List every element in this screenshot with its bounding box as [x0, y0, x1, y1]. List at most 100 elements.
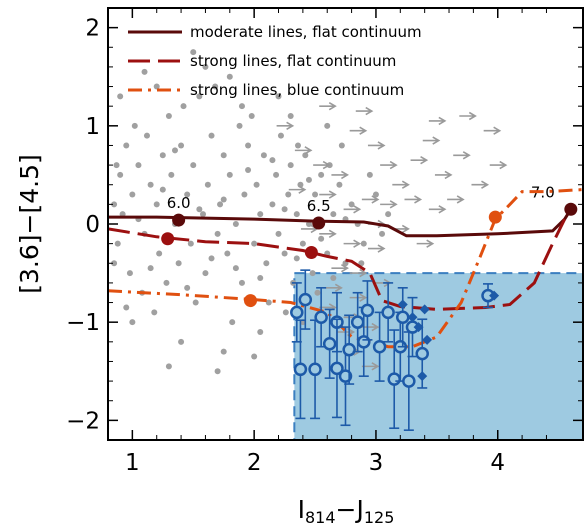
cluster-point [387, 372, 401, 386]
field-point [187, 240, 194, 247]
x-tick-label: 2 [247, 450, 262, 476]
y-tick-label: 2 [85, 16, 100, 42]
limit-point [422, 334, 433, 345]
cluster-point [308, 362, 322, 377]
field-point [224, 250, 231, 257]
legend-label: moderate lines, flat continuum [190, 23, 422, 41]
field-point [208, 255, 215, 262]
field-point [129, 319, 136, 326]
field-point [165, 113, 172, 119]
field-point [131, 122, 138, 129]
plot-area: 6.0 6.57.0 [108, 49, 583, 440]
cluster-point [314, 310, 328, 325]
field-point [277, 132, 284, 139]
field-point [123, 142, 130, 149]
limit-arrow [428, 116, 447, 126]
cluster-point [415, 346, 429, 361]
field-point [123, 304, 130, 311]
field-point [253, 181, 260, 188]
cluster-point [342, 342, 356, 357]
field-point [275, 93, 282, 100]
track-marker [564, 202, 578, 216]
limit-arrow [313, 160, 331, 170]
field-point [117, 93, 124, 100]
field-point [153, 83, 160, 90]
field-point [159, 152, 166, 159]
limit-point [397, 299, 408, 310]
track-marker [304, 245, 318, 259]
limit-arrow [453, 151, 471, 160]
cluster-point [298, 292, 313, 307]
field-point [324, 122, 331, 129]
limit-point [417, 371, 428, 382]
limit-arrow [380, 200, 398, 209]
field-point [299, 240, 306, 247]
field-point [318, 235, 325, 242]
field-point [385, 211, 392, 218]
field-point [281, 250, 288, 257]
y-axis-label: [3.6]−[4.5] [15, 154, 44, 293]
limit-arrow [331, 263, 349, 273]
field-point [265, 299, 272, 306]
field-point [184, 191, 191, 198]
field-point [309, 270, 316, 277]
limit-arrow [349, 268, 368, 278]
field-point [232, 221, 239, 227]
limit-arrow [319, 190, 337, 199]
limit-point [413, 322, 424, 333]
field-point [336, 181, 343, 188]
limit-arrow [392, 180, 410, 189]
field-point [245, 167, 252, 173]
field-point [360, 240, 367, 247]
field-point [135, 162, 142, 169]
limit-arrow [319, 101, 337, 111]
field-point [156, 250, 163, 257]
limit-arrow [404, 195, 423, 204]
field-point [312, 191, 319, 198]
field-point [147, 181, 154, 188]
field-point [241, 191, 248, 198]
field-point [236, 122, 243, 129]
limit-arrow [367, 141, 386, 150]
field-point [180, 103, 187, 110]
field-point [318, 171, 325, 178]
field-point [358, 260, 365, 267]
field-point [202, 270, 209, 277]
cluster-point [381, 305, 395, 320]
field-point [269, 157, 276, 164]
legend: moderate lines, flat continuum strong lin… [128, 23, 422, 99]
track-marker [161, 232, 175, 246]
field-point [275, 230, 282, 237]
field-point [214, 230, 221, 237]
limit-point [489, 290, 500, 301]
cluster-point [330, 361, 344, 376]
field-point [200, 211, 206, 218]
field-point [129, 191, 136, 198]
x-axis-label: I814−J125 [298, 495, 395, 527]
limit-arrow [483, 126, 502, 135]
field-point [196, 93, 203, 100]
field-point [111, 201, 118, 208]
field-point [217, 201, 224, 208]
limit-arrow [276, 121, 295, 131]
field-point [159, 186, 166, 193]
field-point [245, 142, 252, 149]
field-point [257, 275, 264, 281]
field-point [305, 176, 312, 183]
cluster-point [293, 362, 308, 377]
limit-arrow [410, 155, 429, 165]
field-point [338, 142, 345, 149]
field-point [305, 221, 312, 227]
track-marker [312, 216, 326, 230]
limit-arrow [416, 239, 435, 248]
limit-arrow [343, 205, 362, 214]
limit-arrow [422, 136, 441, 145]
limit-arrow [294, 146, 313, 155]
mass-label: 6.5 [307, 197, 331, 215]
limit-arrow [459, 111, 477, 121]
field-point [282, 309, 289, 316]
field-point [226, 73, 233, 80]
field-point [220, 152, 227, 159]
cluster-point [360, 303, 375, 318]
field-point [192, 299, 199, 306]
